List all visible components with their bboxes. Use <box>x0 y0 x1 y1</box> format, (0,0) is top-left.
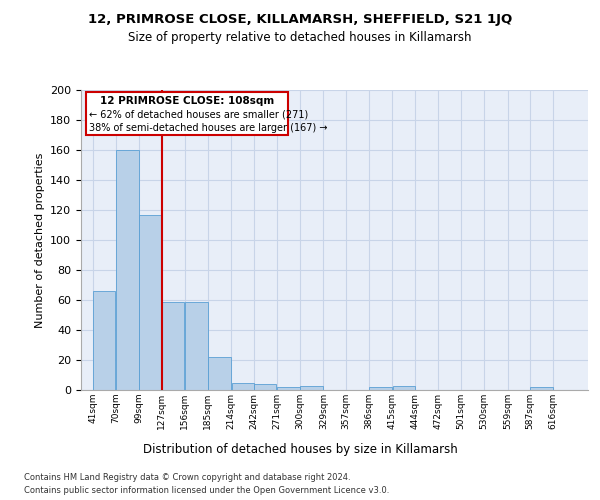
Bar <box>93 291 115 390</box>
Text: 12, PRIMROSE CLOSE, KILLAMARSH, SHEFFIELD, S21 1JQ: 12, PRIMROSE CLOSE, KILLAMARSH, SHEFFIEL… <box>88 12 512 26</box>
Text: 12 PRIMROSE CLOSE: 108sqm: 12 PRIMROSE CLOSE: 108sqm <box>100 96 274 106</box>
Text: 38% of semi-detached houses are larger (167) →: 38% of semi-detached houses are larger (… <box>89 124 328 134</box>
Bar <box>392 386 415 390</box>
Text: Distribution of detached houses by size in Killamarsh: Distribution of detached houses by size … <box>143 442 457 456</box>
Text: Contains public sector information licensed under the Open Government Licence v3: Contains public sector information licen… <box>24 486 389 495</box>
Bar <box>301 386 323 390</box>
Bar <box>277 387 300 390</box>
Bar <box>254 384 277 390</box>
Bar <box>208 357 231 390</box>
Bar <box>530 387 553 390</box>
Text: ← 62% of detached houses are smaller (271): ← 62% of detached houses are smaller (27… <box>89 110 308 120</box>
Bar <box>116 150 139 390</box>
Text: Size of property relative to detached houses in Killamarsh: Size of property relative to detached ho… <box>128 31 472 44</box>
Bar <box>232 382 254 390</box>
Bar <box>162 302 184 390</box>
Y-axis label: Number of detached properties: Number of detached properties <box>35 152 44 328</box>
Bar <box>139 214 162 390</box>
FancyBboxPatch shape <box>86 92 289 135</box>
Text: Contains HM Land Registry data © Crown copyright and database right 2024.: Contains HM Land Registry data © Crown c… <box>24 472 350 482</box>
Bar <box>185 302 208 390</box>
Bar <box>369 387 392 390</box>
